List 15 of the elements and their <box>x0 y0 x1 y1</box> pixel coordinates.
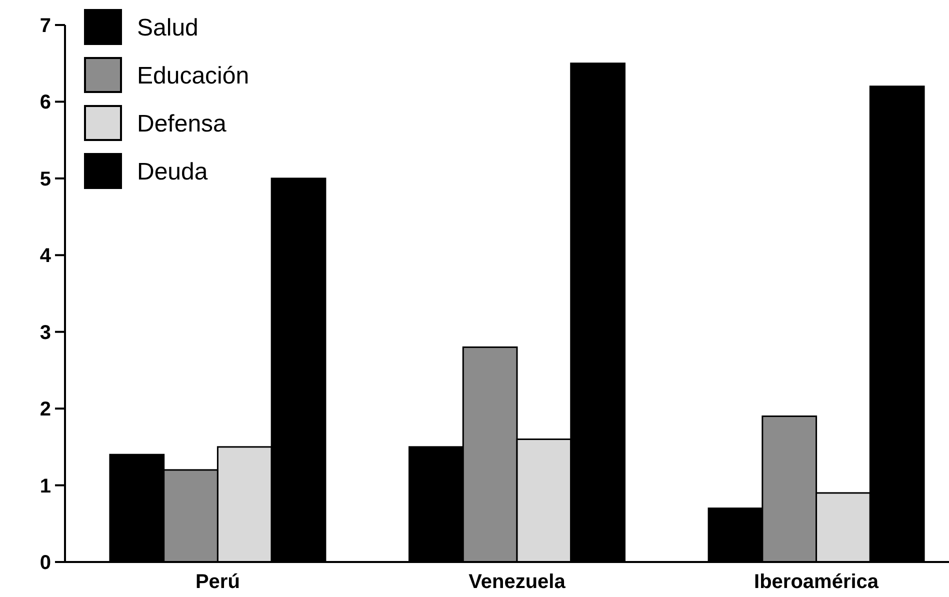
y-tick-label: 1 <box>40 475 51 498</box>
legend-label: Educación <box>137 62 250 90</box>
y-tick-label: 2 <box>40 398 51 421</box>
y-tick-label: 6 <box>40 92 51 114</box>
y-tick-label: 0 <box>40 552 51 574</box>
legend-label: Salud <box>137 14 198 42</box>
legend-label: Deuda <box>137 158 208 186</box>
x-tick-label: Perú <box>195 571 240 593</box>
legend-label: Defensa <box>137 110 228 138</box>
y-tick-label: 7 <box>40 15 51 37</box>
y-tick-label: 4 <box>40 245 52 268</box>
x-tick-label: Iberoamérica <box>754 571 880 593</box>
y-tick-label: 3 <box>40 322 51 344</box>
x-tick-label: Venezuela <box>468 571 566 593</box>
y-tick-label: 5 <box>40 168 51 190</box>
